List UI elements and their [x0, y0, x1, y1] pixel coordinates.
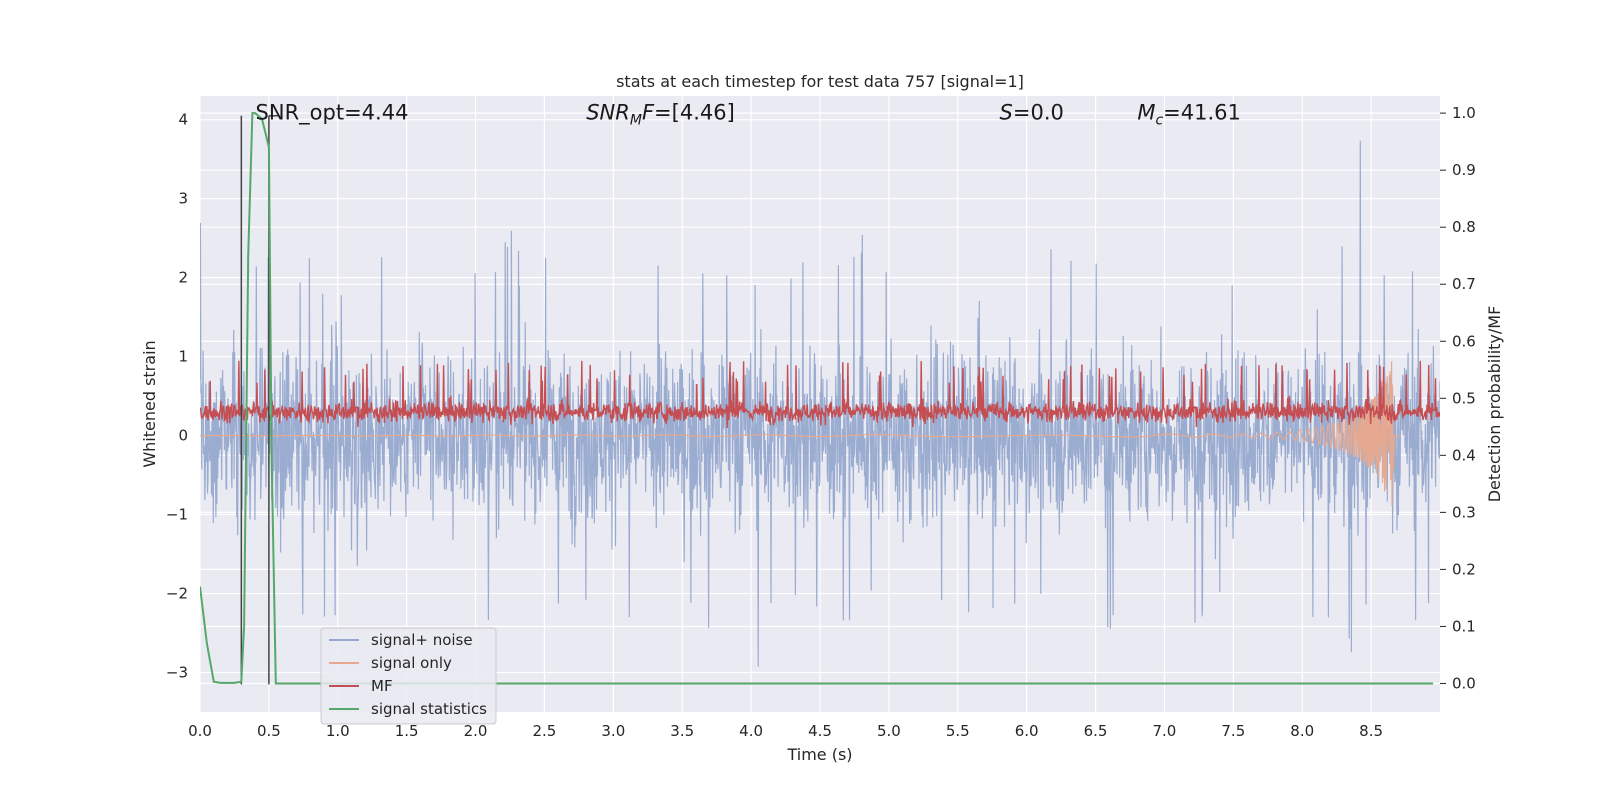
x-tick-label: 7.0 [1153, 722, 1177, 740]
annotation-snr-mf: SNRMF=[4.46] [586, 101, 735, 129]
x-tick-label: 1.0 [326, 722, 350, 740]
y-tick-label-right: 0.7 [1452, 275, 1476, 293]
y-tick-label-right: 0.5 [1452, 389, 1476, 407]
y-tick-label: 0 [178, 427, 188, 445]
y-tick-label-right: 0.3 [1452, 503, 1476, 521]
x-tick-label: 7.5 [1221, 722, 1245, 740]
y-axis-label: Whitened strain [140, 340, 159, 467]
series-signal-only [200, 361, 1402, 507]
y-tick-label-right: 0.1 [1452, 617, 1476, 635]
x-tick-label: 8.5 [1359, 722, 1383, 740]
x-tick-label: 0.5 [257, 722, 281, 740]
x-axis-label: Time (s) [786, 745, 852, 764]
legend-label: signal statistics [371, 700, 487, 718]
x-tick-label: 4.5 [808, 722, 832, 740]
y-tick-label: −2 [166, 585, 188, 603]
x-tick-label: 2.0 [464, 722, 488, 740]
y-tick-label: 3 [178, 190, 188, 208]
x-tick-label: 8.0 [1290, 722, 1314, 740]
x-tick-label: 3.5 [670, 722, 694, 740]
y-axis-label-right: Detection probability/MF [1485, 306, 1504, 503]
y-tick-label: 1 [178, 348, 188, 366]
legend-label: MF [371, 677, 393, 695]
series-mf [200, 360, 1440, 428]
x-tick-label: 1.5 [395, 722, 419, 740]
x-tick-label: 3.0 [601, 722, 625, 740]
y-tick-label-right: 0.9 [1452, 161, 1476, 179]
y-tick-label: −1 [166, 506, 188, 524]
y-tick-label-right: 0.6 [1452, 332, 1476, 350]
x-tick-label: 4.0 [739, 722, 763, 740]
mf-line [200, 360, 1440, 428]
legend: signal+ noise signal only MF signal statist… [320, 627, 497, 725]
y-tick-label-right: 0.4 [1452, 446, 1476, 464]
x-axis: 0.0 0.5 1.0 1.5 2.0 2.5 3.0 3.5 4.0 4.5 5.0 5.5 6.0 6… [188, 722, 1383, 740]
annotation-mc: Mc=41.61 [1137, 101, 1241, 129]
y-tick-label: 4 [178, 111, 188, 129]
x-tick-label: 6.0 [1015, 722, 1039, 740]
x-tick-label: 2.5 [533, 722, 557, 740]
signal-statistics-line [200, 112, 1434, 685]
legend-box [320, 627, 497, 725]
signal-only-line [200, 361, 1402, 507]
y-axis-right: 0.0 0.1 0.2 0.3 0.4 0.5 0.6 0.7 0.8 0.9 1.0 [1440, 104, 1476, 692]
x-tick-label: 0.0 [188, 722, 212, 740]
legend-label: signal only [371, 654, 452, 672]
annotation-s-stat: S=0.0 [1000, 101, 1064, 125]
legend-label: signal+ noise [371, 631, 473, 649]
annotation-snr-opt: SNR_opt=4.44 [256, 101, 409, 126]
chart-title: stats at each timestep for test data 757… [616, 72, 1024, 91]
y-tick-label-right: 0.0 [1452, 674, 1476, 692]
y-tick-label-right: 1.0 [1452, 104, 1476, 122]
series-signal-statistics [200, 112, 1434, 685]
x-tick-label: 5.0 [877, 722, 901, 740]
y-tick-label-right: 0.8 [1452, 218, 1476, 236]
y-tick-label: 2 [178, 269, 188, 287]
y-axis-left: −3 −2 −1 0 1 2 3 4 [166, 111, 188, 682]
y-tick-label-right: 0.2 [1452, 560, 1476, 578]
annotations: SNR_opt=4.44 SNRMF=[4.46] S=0.0 Mc=41.61 [256, 101, 1241, 129]
x-tick-label: 6.5 [1084, 722, 1108, 740]
y-tick-label: −3 [166, 664, 188, 682]
x-tick-label: 5.5 [946, 722, 970, 740]
